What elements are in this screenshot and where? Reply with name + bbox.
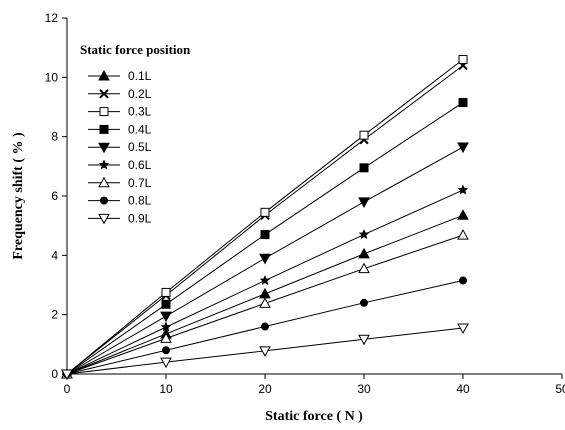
y-tick-label: 4 xyxy=(51,248,58,262)
legend-entry: 0.2L xyxy=(88,87,152,101)
legend-label: 0.2L xyxy=(128,87,152,101)
data-point xyxy=(162,346,170,355)
data-point xyxy=(160,357,172,369)
data-point xyxy=(259,297,271,308)
data-point xyxy=(358,334,370,346)
legend-marker xyxy=(98,176,110,188)
data-point xyxy=(358,247,370,259)
x-tick-label: 40 xyxy=(456,382,470,396)
data-point xyxy=(261,322,269,331)
y-tick-label: 12 xyxy=(45,11,59,25)
y-axis-title: Frequency shift ( % ) xyxy=(11,132,26,260)
legend-label: 0.6L xyxy=(128,158,152,172)
data-point xyxy=(160,321,172,332)
legend-label: 0.1L xyxy=(128,69,152,83)
data-point xyxy=(358,262,370,274)
legend-entry: 0.4L xyxy=(88,122,152,136)
legend: 0.1L 0.2L 0.3L 0.4L 0.5L 0.6L 0.7L 0.8L 0.9L xyxy=(88,69,152,225)
data-point xyxy=(358,197,370,208)
series-0-4L xyxy=(62,98,468,379)
series-0-9L xyxy=(61,323,469,381)
legend-marker xyxy=(99,89,109,99)
x-tick-label: 50 xyxy=(555,382,565,396)
y-tick-label: 2 xyxy=(51,308,58,322)
legend-marker xyxy=(98,69,110,81)
data-point xyxy=(160,332,172,343)
series-0-6L xyxy=(61,184,469,379)
data-point xyxy=(259,253,271,265)
x-tick-label: 10 xyxy=(159,382,173,396)
data-point xyxy=(457,229,469,240)
data-point xyxy=(360,298,368,307)
data-point xyxy=(260,207,270,217)
y-tick-label: 10 xyxy=(45,70,59,84)
data-point xyxy=(161,299,171,309)
legend-label: 0.4L xyxy=(128,122,152,136)
data-point xyxy=(458,98,468,108)
data-point xyxy=(459,276,467,285)
legend-marker xyxy=(98,213,110,225)
axes: 0 10 20 30 40 50 0 2 4 6 8 10 12 xyxy=(45,11,565,396)
data-point xyxy=(260,230,270,240)
x-tick-label: 30 xyxy=(357,382,371,396)
legend-label: 0.9L xyxy=(128,211,152,225)
data-point xyxy=(457,209,469,220)
data-point xyxy=(457,142,469,154)
legend-marker xyxy=(99,107,109,117)
data-point xyxy=(359,130,369,140)
legend-marker xyxy=(98,159,110,170)
legend-title: Static force position xyxy=(80,42,191,57)
series-0-8L xyxy=(63,276,467,378)
legend-entry: 0.3L xyxy=(88,105,152,119)
data-point xyxy=(358,228,370,240)
data-point xyxy=(259,287,271,299)
legend-label: 0.5L xyxy=(128,140,152,154)
y-tick-label: 8 xyxy=(51,130,58,144)
legend-label: 0.3L xyxy=(128,105,152,119)
legend-entry: 0.5L xyxy=(88,140,152,154)
legend-label: 0.8L xyxy=(128,194,152,208)
legend-marker xyxy=(99,124,109,134)
x-tick-label: 0 xyxy=(64,382,71,396)
legend-entry: 0.7L xyxy=(88,176,152,190)
y-tick-label: 6 xyxy=(51,189,58,203)
legend-entry: 0.8L xyxy=(88,194,152,208)
legend-entry: 0.1L xyxy=(88,69,152,83)
legend-entry: 0.9L xyxy=(88,211,152,225)
legend-marker xyxy=(100,196,108,205)
data-point xyxy=(457,323,469,335)
legend-marker xyxy=(98,142,110,154)
data-point xyxy=(160,311,172,323)
data-point xyxy=(259,346,271,357)
data-point xyxy=(359,163,369,173)
series-0-5L xyxy=(61,142,469,381)
y-tick-label: 0 xyxy=(51,367,58,381)
x-tick-label: 20 xyxy=(258,382,272,396)
data-point xyxy=(458,55,468,65)
data-point xyxy=(161,287,171,297)
x-axis-title: Static force ( N ) xyxy=(265,409,363,424)
legend-entry: 0.6L xyxy=(88,158,152,172)
series-layer xyxy=(61,55,469,381)
data-point xyxy=(457,184,469,195)
data-point xyxy=(61,369,73,381)
legend-label: 0.7L xyxy=(128,176,152,190)
data-point xyxy=(259,274,271,286)
